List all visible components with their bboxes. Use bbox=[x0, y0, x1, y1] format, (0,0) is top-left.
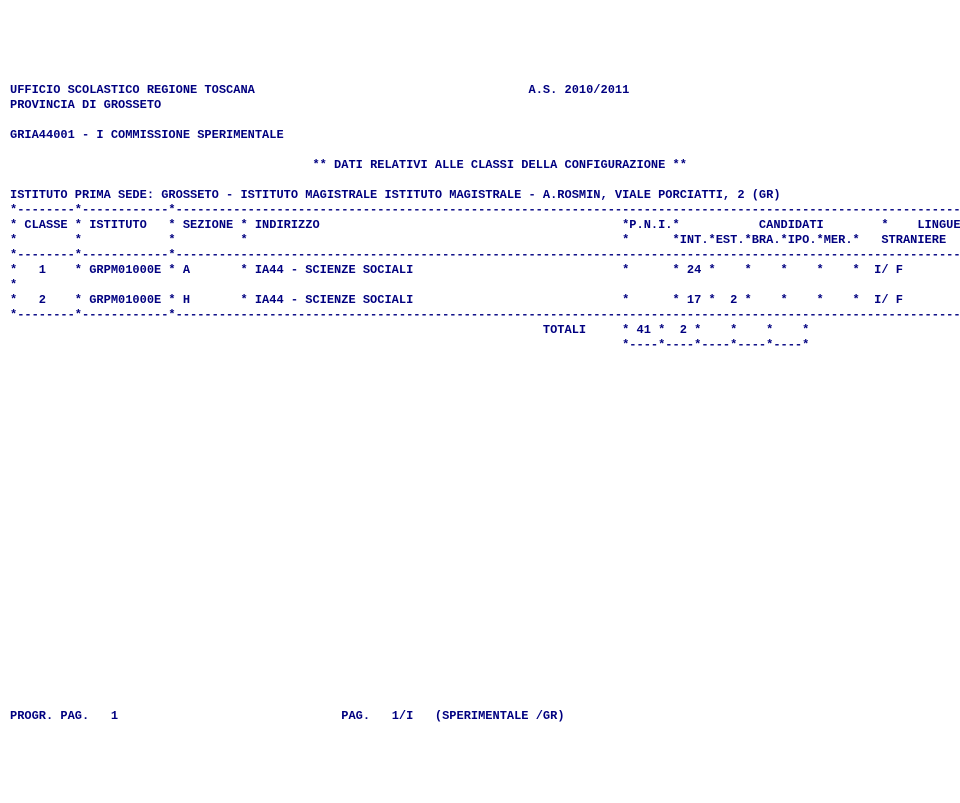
sep-top: *--------*------------*-----------------… bbox=[10, 203, 960, 217]
footer-pag: PAG. 1/I (SPERIMENTALE /GR) bbox=[341, 709, 564, 723]
line-sede: ISTITUTO PRIMA SEDE: GROSSETO - ISTITUTO… bbox=[10, 188, 781, 202]
office-text: UFFICIO SCOLASTICO REGIONE TOSCANA bbox=[10, 83, 255, 97]
subtitle-text: ** DATI RELATIVI ALLE CLASSI DELLA CONFI… bbox=[312, 158, 686, 172]
line-commission: GRIA44001 - I COMMISSIONE SPERIMENTALE bbox=[10, 128, 284, 142]
footer: PROGR. PAG. 1 PAG. 1/I (SPERIMENTALE /GR… bbox=[10, 709, 565, 724]
page: UFFICIO SCOLASTICO REGIONE TOSCANA A.S. … bbox=[10, 68, 950, 728]
line-province: PROVINCIA DI GROSSETO bbox=[10, 98, 161, 112]
line-office: UFFICIO SCOLASTICO REGIONE TOSCANA A.S. … bbox=[10, 83, 629, 97]
header-row-1: * CLASSE * ISTITUTO * SEZIONE * INDIRIZZ… bbox=[10, 218, 960, 232]
header-row-2: * * * * * *INT.*EST.*BRA.*IPO.*MER.* STR… bbox=[10, 233, 960, 247]
line-subtitle: ** DATI RELATIVI ALLE CLASSI DELLA CONFI… bbox=[10, 158, 687, 172]
totals-row: TOTALI * 41 * 2 * * * * bbox=[10, 323, 809, 337]
sep-mid: *--------*------------*-----------------… bbox=[10, 248, 960, 262]
sep-bottom: *--------*------------*-----------------… bbox=[10, 308, 960, 322]
year-label: A.S. 2010/2011 bbox=[529, 83, 630, 97]
footer-progr: PROGR. PAG. 1 bbox=[10, 709, 118, 723]
table-row: * 1 * GRPM01000E * A * IA44 - SCIENZE SO… bbox=[10, 263, 960, 277]
totals-sep-row: *----*----*----*----*----* bbox=[10, 338, 809, 352]
blank-row: * * bbox=[10, 278, 960, 292]
table-row: * 2 * GRPM01000E * H * IA44 - SCIENZE SO… bbox=[10, 293, 960, 307]
